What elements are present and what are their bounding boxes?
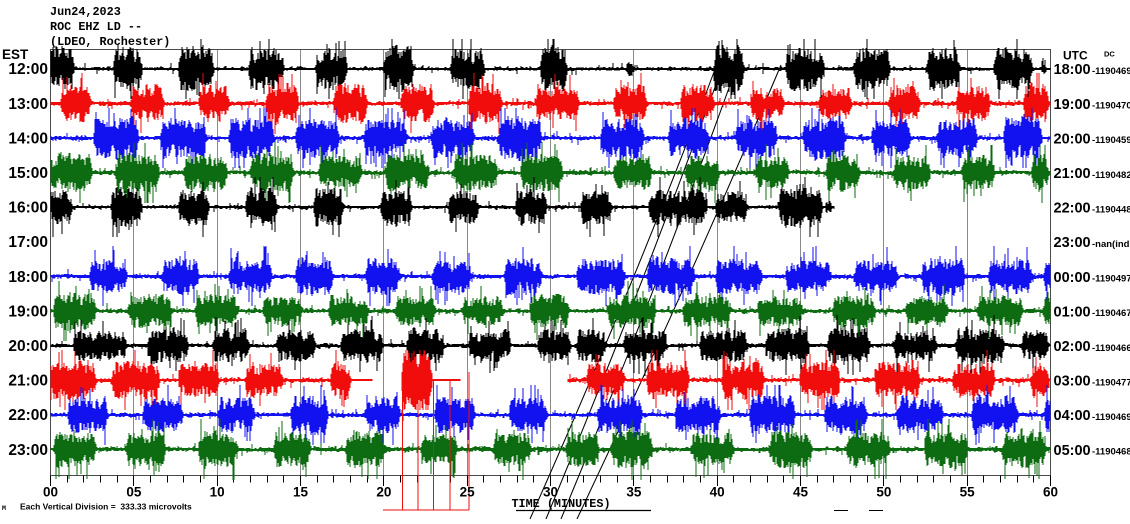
svg-text:13:00: 13:00 xyxy=(8,96,48,113)
svg-text:14:00: 14:00 xyxy=(8,130,48,147)
svg-text:-1190459: -1190459 xyxy=(1092,135,1130,146)
svg-text:-1190469: -1190469 xyxy=(1092,412,1130,423)
svg-text:00:00: 00:00 xyxy=(1054,270,1091,286)
svg-text:-1190448: -1190448 xyxy=(1092,204,1130,215)
svg-text:25: 25 xyxy=(460,485,476,500)
svg-text:16:00: 16:00 xyxy=(8,200,48,217)
svg-text:ROC EHZ LD --: ROC EHZ LD -- xyxy=(50,20,142,34)
svg-text:19:00: 19:00 xyxy=(8,303,48,320)
svg-text:55: 55 xyxy=(960,485,976,500)
svg-text:18:00: 18:00 xyxy=(8,269,48,286)
svg-text:35: 35 xyxy=(626,485,642,500)
svg-text:-1190497: -1190497 xyxy=(1092,274,1130,285)
svg-text:04:00: 04:00 xyxy=(1054,408,1091,424)
svg-text:18:00: 18:00 xyxy=(1054,62,1091,78)
svg-text:DC: DC xyxy=(1104,50,1115,59)
svg-text:Each Vertical Division = 333.: Each Vertical Division = 333.33 microvol… xyxy=(20,502,192,512)
svg-text:M: M xyxy=(2,505,6,512)
svg-text:10: 10 xyxy=(210,485,225,500)
svg-text:22:00: 22:00 xyxy=(1054,201,1091,217)
svg-text:21:00: 21:00 xyxy=(8,373,48,390)
svg-text:TIME (MINUTES): TIME (MINUTES) xyxy=(511,497,610,511)
svg-text:45: 45 xyxy=(793,485,809,500)
svg-text:03:00: 03:00 xyxy=(1054,374,1091,390)
svg-text:50: 50 xyxy=(876,485,891,500)
svg-text:UTC: UTC xyxy=(1063,49,1088,63)
svg-text:-1190482: -1190482 xyxy=(1092,170,1130,181)
svg-text:23:00: 23:00 xyxy=(8,442,48,459)
svg-text:-1190477: -1190477 xyxy=(1092,377,1130,388)
svg-text:05:00: 05:00 xyxy=(1054,443,1091,459)
svg-text:00: 00 xyxy=(43,485,58,500)
svg-text:05: 05 xyxy=(126,485,142,500)
svg-text:01:00: 01:00 xyxy=(1054,304,1091,320)
svg-text:-1190466: -1190466 xyxy=(1092,343,1130,354)
svg-text:30: 30 xyxy=(543,485,558,500)
svg-text:-1190470: -1190470 xyxy=(1092,101,1130,112)
svg-text:22:00: 22:00 xyxy=(8,407,48,424)
svg-text:20: 20 xyxy=(376,485,391,500)
svg-text:15: 15 xyxy=(293,485,309,500)
svg-text:15:00: 15:00 xyxy=(8,165,48,182)
svg-text:23:00: 23:00 xyxy=(1054,235,1091,251)
svg-text:17:00: 17:00 xyxy=(8,234,48,251)
svg-text:20:00: 20:00 xyxy=(1054,131,1091,147)
svg-text:-1190467: -1190467 xyxy=(1092,308,1130,319)
svg-text:02:00: 02:00 xyxy=(1054,339,1091,355)
svg-text:-1190468: -1190468 xyxy=(1092,447,1130,458)
svg-text:-1190469: -1190469 xyxy=(1092,66,1130,77)
svg-text:21:00: 21:00 xyxy=(1054,166,1091,182)
svg-text:EST: EST xyxy=(2,47,29,62)
svg-text:20:00: 20:00 xyxy=(8,338,48,355)
svg-text:60: 60 xyxy=(1043,485,1058,500)
svg-text:19:00: 19:00 xyxy=(1054,97,1091,113)
svg-text:(LDEO, Rochester): (LDEO, Rochester) xyxy=(50,35,170,49)
svg-text:Jun24,2023: Jun24,2023 xyxy=(50,5,121,19)
svg-text:12:00: 12:00 xyxy=(8,61,48,78)
svg-text:40: 40 xyxy=(710,485,725,500)
svg-text:-nan(ind: -nan(ind xyxy=(1092,239,1130,250)
